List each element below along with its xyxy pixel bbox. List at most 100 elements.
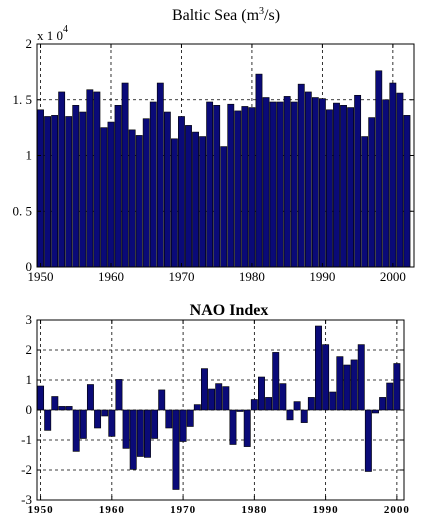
bar [272, 352, 280, 411]
bar [297, 83, 305, 268]
bar [37, 385, 45, 411]
bar [142, 118, 150, 268]
x-tick-label: 1970 [170, 504, 196, 516]
x-tick-label: 2000 [384, 504, 410, 516]
axes [36, 319, 405, 501]
bar [192, 131, 199, 268]
bar [340, 105, 347, 268]
bar [307, 397, 315, 411]
bar [128, 129, 136, 268]
bar [158, 389, 166, 411]
bar [178, 116, 185, 268]
chart-title: Baltic Sea (m3/s) [172, 6, 280, 24]
bar [372, 409, 379, 414]
bar [206, 101, 214, 268]
bar [222, 386, 230, 411]
bar [114, 105, 122, 268]
y-tick-label: -2 [21, 462, 32, 477]
bar [386, 382, 394, 411]
bar [279, 383, 287, 411]
bar [122, 409, 130, 449]
y-tick-label: 1. 5 [13, 92, 33, 107]
bar [276, 101, 284, 268]
bar [318, 98, 326, 268]
bar [72, 409, 80, 452]
bar [382, 99, 390, 268]
bar [163, 111, 171, 268]
bar [234, 110, 242, 268]
bar [229, 409, 237, 445]
bar [143, 409, 151, 458]
bar [262, 97, 270, 268]
bar [329, 391, 337, 411]
x-tick-label: 1960 [99, 504, 125, 516]
bar [368, 117, 376, 268]
bar [213, 105, 221, 268]
bar [108, 409, 116, 437]
x-tick-label: 2000 [380, 269, 406, 284]
bar [243, 409, 251, 447]
x-tick-label: 1960 [98, 269, 124, 284]
axes [36, 43, 415, 268]
bar [65, 406, 73, 411]
bar [93, 91, 101, 268]
bar [389, 82, 397, 268]
bar [186, 409, 194, 427]
bar [107, 121, 115, 268]
bar [151, 409, 159, 439]
bar [283, 96, 291, 268]
bar [135, 135, 143, 268]
bar [255, 73, 263, 268]
bars [37, 325, 401, 490]
y-tick-label: 0 [26, 402, 33, 417]
y-tick-labels: 0 0. 5 1 1. 5 2 [13, 36, 33, 274]
x-tick-label: 1990 [313, 504, 339, 516]
bar [286, 409, 294, 421]
bar [265, 397, 273, 411]
bar [393, 363, 401, 411]
y-tick-label: 0 [26, 259, 33, 274]
bar [403, 115, 411, 268]
bar [51, 396, 59, 411]
bar [115, 379, 123, 411]
y-tick-label: 3 [26, 312, 33, 327]
bar [172, 409, 180, 490]
bar [215, 383, 223, 411]
bar [364, 409, 372, 472]
bar [322, 344, 330, 411]
bar [311, 97, 319, 268]
nao-index-chart: NAO Index -3 -2 -1 0 1 2 3 1950 1960 1970 1980 199… [21, 302, 410, 516]
bar [51, 115, 59, 268]
bar [236, 409, 244, 412]
bar [208, 388, 216, 411]
x-tick-label: 1980 [239, 269, 265, 284]
bar [44, 116, 51, 268]
bar [201, 368, 208, 411]
bar [100, 127, 108, 268]
bar [79, 409, 87, 439]
y-tick-label: -3 [21, 492, 32, 507]
bar [241, 106, 249, 268]
bar [86, 89, 94, 268]
bar [220, 146, 228, 268]
y-tick-label: 0. 5 [13, 203, 33, 218]
bar [170, 138, 178, 268]
y-tick-label: 2 [26, 342, 33, 357]
bar [248, 107, 256, 268]
bar [79, 111, 87, 268]
bar [58, 406, 66, 411]
bar [185, 125, 192, 268]
bar [357, 344, 365, 411]
y-tick-label: -1 [21, 432, 32, 447]
bars [37, 70, 411, 268]
bar [193, 404, 201, 411]
chart-title: NAO Index [190, 302, 269, 319]
bar [44, 409, 52, 431]
bar [72, 105, 80, 268]
bar [315, 325, 322, 411]
bar [129, 409, 137, 470]
baltic-sea-chart: Baltic Sea (m3/s) x 1 04 0 0. 5 1 1. 5 2 195… [13, 6, 415, 284]
bar [379, 397, 387, 411]
bar [354, 94, 362, 268]
